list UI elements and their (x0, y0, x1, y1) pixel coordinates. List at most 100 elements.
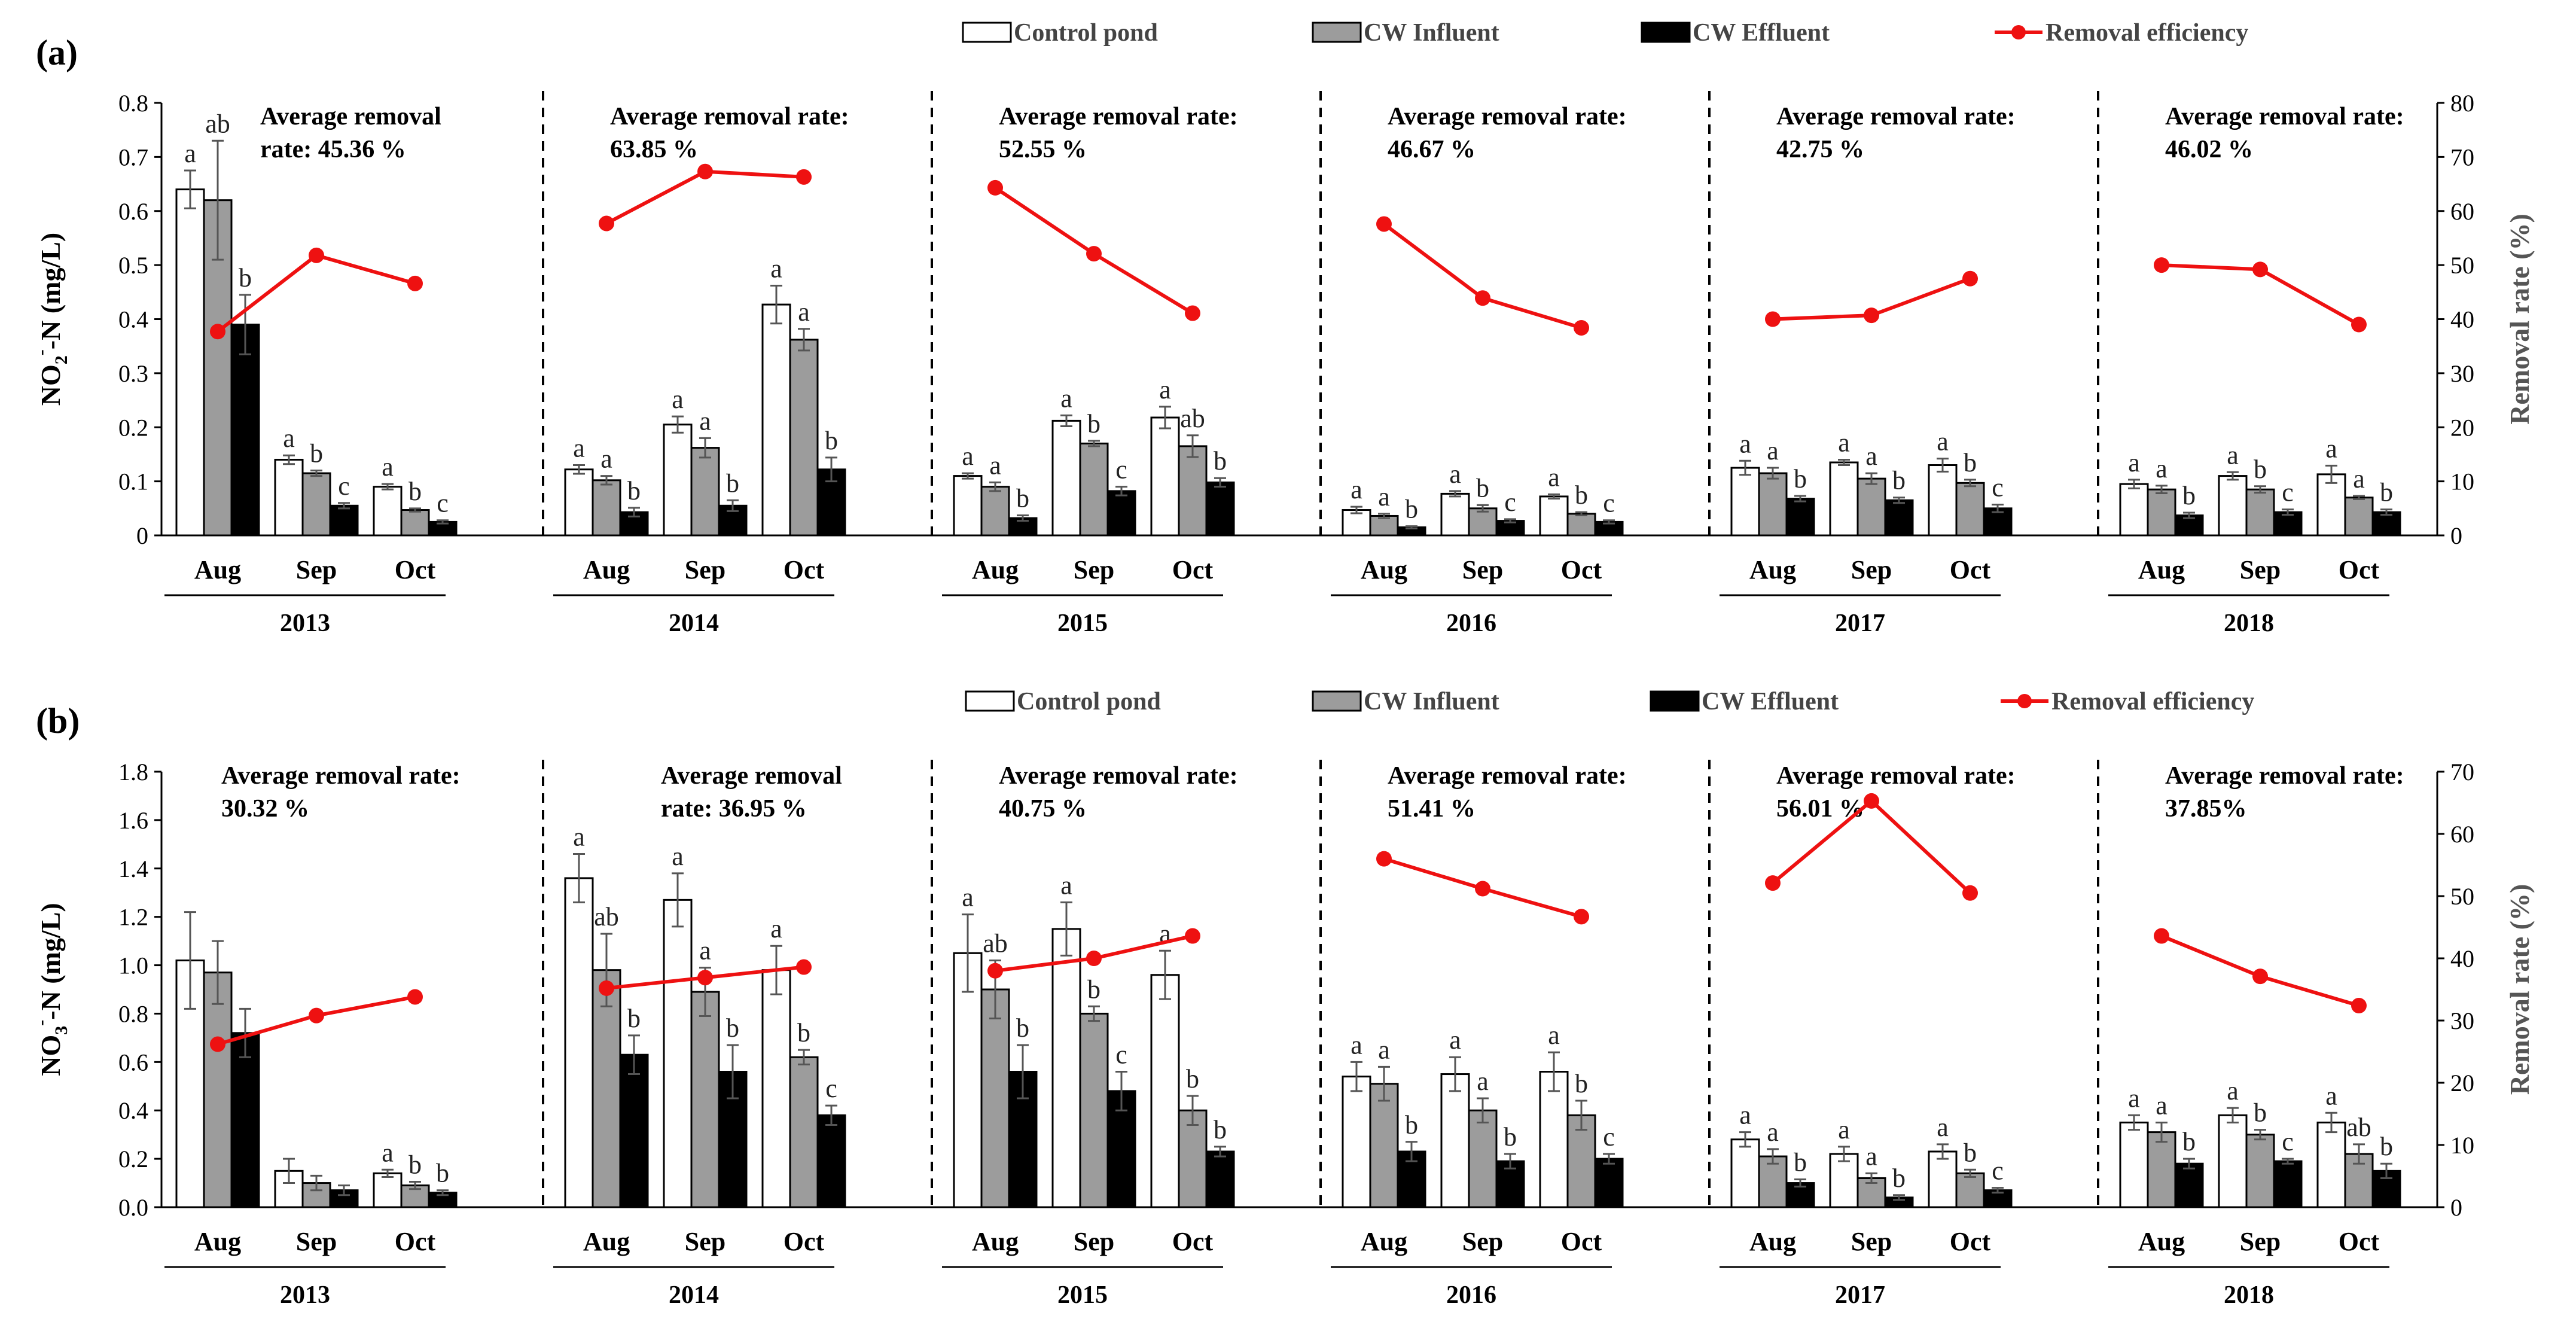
month-label: Oct (1950, 555, 1991, 584)
removal-point (599, 980, 614, 996)
significance-letter: a (989, 450, 1001, 480)
bar-effluent (230, 324, 260, 537)
removal-point (2252, 261, 2268, 278)
bar-influent (789, 1056, 819, 1208)
bar-influent (400, 509, 430, 537)
removal-point (309, 247, 324, 263)
significance-letter: b (726, 468, 739, 498)
removal-point (1185, 305, 1200, 321)
significance-letter: a (1449, 459, 1461, 489)
y-tick-label: 1.6 (118, 807, 148, 834)
removal-annotation: Average removal rate: (1388, 103, 1627, 130)
bar-control (1342, 1076, 1371, 1208)
significance-letter: a (600, 444, 612, 474)
y-tick-label: 0.8 (118, 90, 148, 117)
significance-letter: b (726, 1013, 739, 1043)
significance-letter: a (1865, 441, 1877, 471)
removal-point (1086, 246, 1102, 262)
month-label: Aug (972, 1227, 1019, 1256)
bar-influent (1178, 445, 1208, 537)
significance-letter: b (239, 263, 252, 293)
removal-line (605, 169, 804, 226)
month-label: Aug (1749, 555, 1796, 584)
removal-point (407, 989, 423, 1005)
bar-effluent (619, 1053, 649, 1208)
significance-letter: b (1794, 464, 1807, 494)
significance-letter: a (573, 434, 585, 463)
significance-letter: c (825, 1074, 837, 1103)
year-label: 2013 (280, 1281, 330, 1309)
y-tick-label: 0.5 (118, 252, 148, 279)
removal-point (1376, 851, 1392, 867)
significance-letter: a (1838, 1115, 1850, 1144)
legend-label-control: Control pond (1014, 19, 1158, 47)
month-label: Sep (1074, 555, 1114, 584)
bar-influent (1468, 507, 1498, 537)
bar-effluent (2273, 1160, 2303, 1208)
removal-annotation: Average removal rate: (2165, 103, 2404, 130)
significance-letter: a (770, 254, 782, 283)
bar-effluent (816, 1114, 846, 1208)
significance-letter: c (1603, 489, 1615, 518)
removal-point (210, 1036, 225, 1052)
removal-point (987, 963, 1003, 979)
month-label: Oct (784, 555, 825, 584)
bar-influent (1566, 513, 1596, 537)
legend-swatch-control (962, 22, 1012, 43)
significance-letter: ab (983, 928, 1008, 958)
removal-annotation: 52.55 % (999, 136, 1087, 163)
y-tick-label: 0 (136, 522, 148, 549)
significance-letter: c (437, 489, 449, 518)
removal-annotation: Average removal rate: (999, 762, 1238, 790)
bar-effluent (2371, 511, 2401, 537)
significance-letter: b (1964, 1138, 1977, 1167)
bar-influent (2245, 1134, 2275, 1208)
significance-letter: a (672, 385, 684, 414)
panel-a-label: (a) (36, 33, 78, 72)
removal-point (1962, 270, 1978, 287)
significance-letter: b (1964, 448, 1977, 477)
month-label: Sep (1462, 1227, 1503, 1256)
year-label: 2015 (1057, 610, 1108, 637)
removal-point (210, 324, 225, 340)
year-label: 2013 (280, 610, 330, 637)
significance-letter: c (2282, 478, 2294, 507)
y-tick-label: 1.4 (118, 855, 148, 882)
month-label: Aug (1749, 1227, 1796, 1256)
removal-annotation: 37.85% (2165, 795, 2247, 823)
y-tick-label: 0.4 (118, 1097, 148, 1124)
significance-letter: a (382, 452, 394, 482)
significance-letter: a (2227, 440, 2239, 470)
significance-letter: b (1405, 1110, 1418, 1140)
significance-letter: b (2254, 455, 2267, 484)
significance-letter: c (1603, 1122, 1615, 1152)
month-label: Sep (2240, 555, 2281, 584)
removal-annotation: Average removal rate: (610, 103, 849, 130)
month-label: Aug (2138, 555, 2185, 584)
significance-letter: a (1378, 1035, 1390, 1064)
significance-letter: b (627, 1004, 641, 1033)
bar-effluent (1884, 499, 1914, 537)
bar-control (1829, 461, 1859, 537)
removal-point (987, 179, 1003, 196)
significance-letter: c (338, 471, 350, 501)
significance-letter: a (1060, 870, 1072, 900)
significance-letter: a (1937, 1113, 1949, 1142)
bar-influent (301, 472, 331, 537)
significance-letter: a (1937, 427, 1949, 456)
significance-letter: a (1378, 482, 1390, 511)
significance-letter: b (1575, 1069, 1588, 1098)
bar-influent (203, 971, 233, 1208)
removal-annotation: 63.85 % (610, 136, 698, 163)
y2-axis-title: Removal rate (%) (2504, 214, 2535, 425)
removal-point (2351, 316, 2367, 333)
month-label: Sep (296, 555, 337, 584)
significance-letter: a (1767, 1117, 1779, 1147)
removal-point (1475, 881, 1490, 897)
legend-label-removal: Removal efficiency (2045, 19, 2248, 47)
significance-letter: b (1892, 1164, 1906, 1193)
removal-annotation: Average removal rate: (1388, 762, 1627, 790)
bar-control (2316, 473, 2346, 537)
bar-control (2218, 475, 2248, 537)
removal-annotation: 46.02 % (2165, 136, 2253, 163)
